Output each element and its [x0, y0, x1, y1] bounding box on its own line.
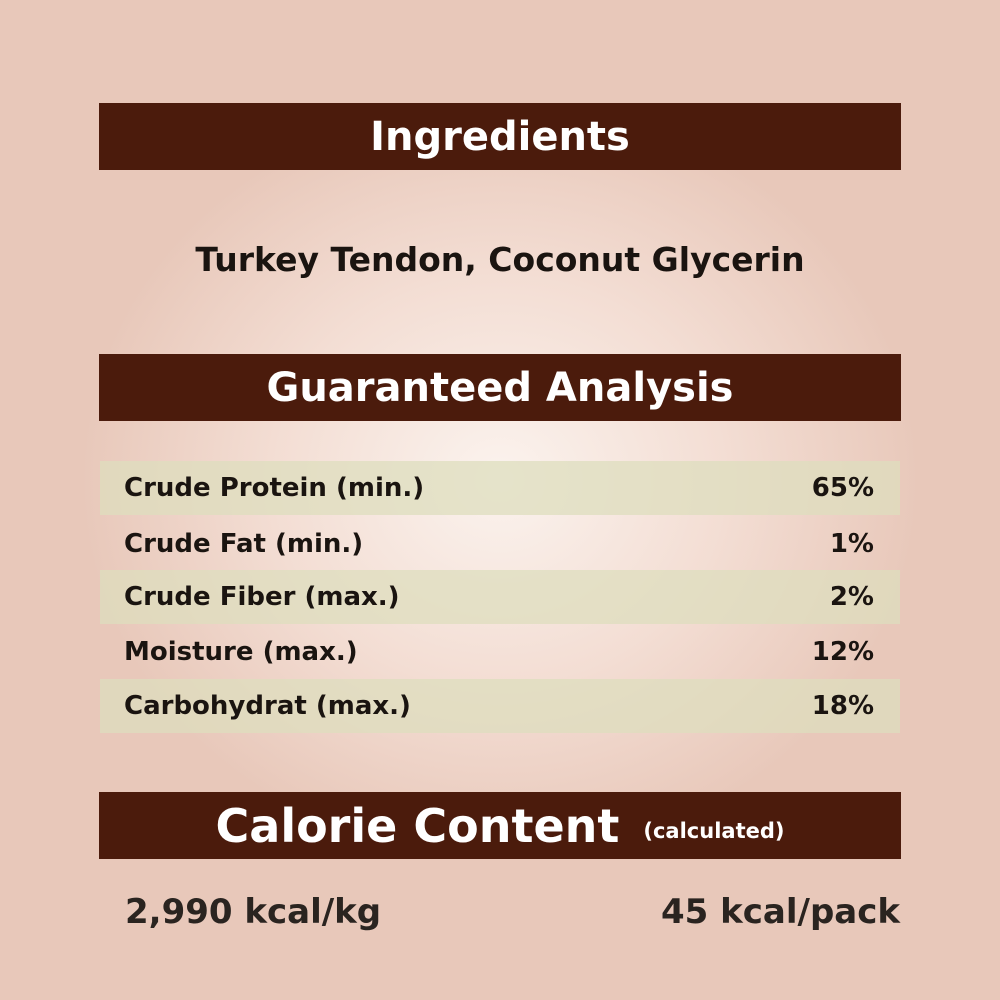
analysis-heading: Guaranteed Analysis — [266, 364, 734, 411]
analysis-row: Crude Fiber (max.) 2% — [100, 570, 900, 624]
analysis-row: Crude Protein (min.) 65% — [100, 461, 900, 515]
row-value: 18% — [811, 691, 874, 721]
row-value: 12% — [811, 637, 874, 667]
analysis-row: Carbohydrat (max.) 18% — [100, 679, 900, 733]
row-label: Carbohydrat (max.) — [124, 691, 411, 721]
calorie-per-pack: 45 kcal/pack — [661, 892, 900, 932]
row-value: 1% — [829, 529, 874, 559]
row-value: 2% — [829, 582, 874, 612]
row-label: Moisture (max.) — [124, 637, 358, 667]
row-label: Crude Fat (min.) — [124, 529, 364, 559]
row-value: 65% — [811, 473, 874, 503]
calorie-note: (calculated) — [643, 818, 785, 843]
calorie-heading: Calorie Content — [215, 798, 620, 853]
row-label: Crude Protein (min.) — [124, 473, 425, 503]
ingredients-text: Turkey Tendon, Coconut Glycerin — [195, 240, 805, 279]
calorie-per-kg: 2,990 kcal/kg — [125, 892, 382, 932]
ingredients-banner: Ingredients — [99, 103, 901, 170]
calorie-banner: Calorie Content (calculated) — [99, 792, 901, 859]
analysis-row: Moisture (max.) 12% — [100, 625, 900, 679]
ingredients-heading: Ingredients — [370, 113, 630, 160]
analysis-row: Crude Fat (min.) 1% — [100, 517, 900, 571]
analysis-banner: Guaranteed Analysis — [99, 354, 901, 421]
row-label: Crude Fiber (max.) — [124, 582, 400, 612]
